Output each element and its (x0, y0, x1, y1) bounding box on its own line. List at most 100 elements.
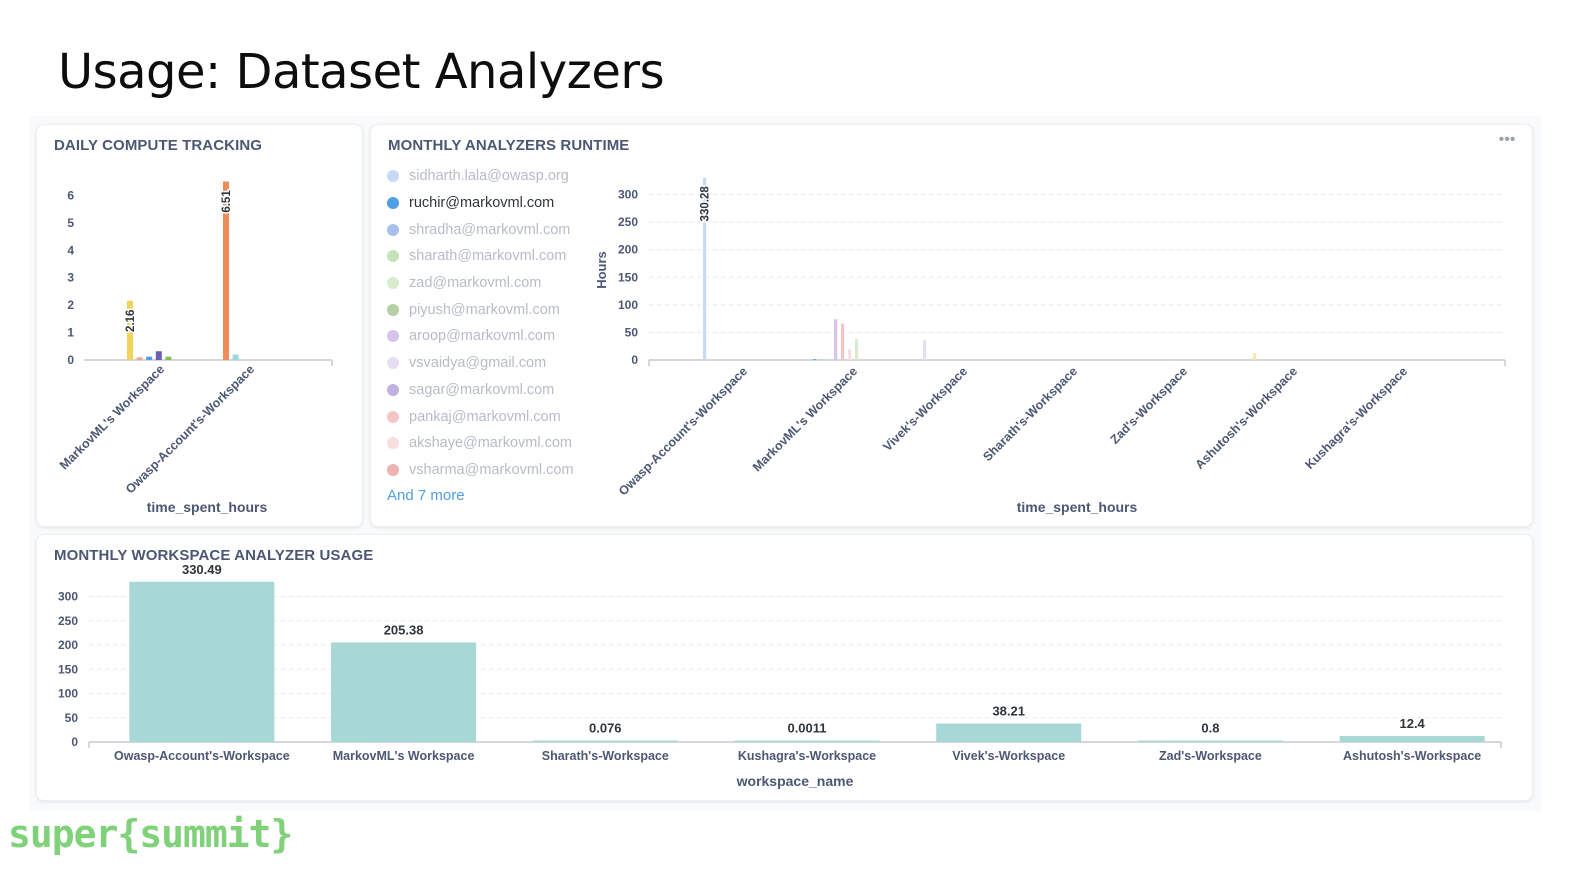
y-tick-label: 100 (58, 687, 78, 701)
x-tick-label: MarkovML's Workspace (57, 362, 167, 472)
y-tick-label: 200 (58, 638, 78, 652)
legend-item[interactable]: sidharth.lala@owasp.org (387, 163, 597, 190)
legend-item[interactable]: zad@markovml.com (387, 270, 597, 297)
legend-item[interactable]: piyush@markovml.com (387, 296, 597, 323)
bar (834, 319, 838, 360)
chart-legend: sidharth.lala@owasp.org ruchir@markovml.c… (387, 163, 597, 505)
legend-label: ruchir@markovml.com (409, 195, 555, 212)
x-tick-label: Ashutosh's-Workspace (1192, 364, 1300, 472)
monthly-runtime-card: MONTHLY ANALYZERS RUNTIME ••• sidharth.l… (370, 124, 1533, 527)
legend-label: sagar@markovml.com (409, 381, 555, 398)
y-tick-label: 0 (631, 353, 638, 367)
legend-item[interactable]: aroop@markovml.com (387, 323, 597, 350)
bar (223, 181, 229, 360)
bar (146, 356, 153, 360)
legend-item[interactable]: sagar@markovml.com (387, 377, 597, 404)
legend-dot-icon (387, 357, 399, 370)
bar (129, 581, 275, 742)
x-tick-label: Kushagra's-Workspace (1302, 364, 1410, 472)
value-label: 38.21 (992, 703, 1025, 718)
legend-item[interactable]: sharath@markovml.com (387, 243, 597, 270)
legend-dot-icon (387, 437, 399, 450)
y-tick-label: 1 (67, 326, 74, 340)
legend-dot-icon (387, 330, 399, 343)
legend-label: aroop@markovml.com (409, 328, 556, 345)
x-tick-label: Ashutosh's-Workspace (1343, 749, 1481, 763)
y-tick-label: 150 (618, 270, 638, 284)
bar (532, 740, 678, 742)
bar (703, 177, 707, 360)
legend-label: pankaj@markovml.com (409, 408, 561, 425)
y-tick-label: 250 (58, 614, 78, 628)
legend-item[interactable]: akshaye@markovml.com (387, 430, 597, 457)
legend-label: zad@markovml.com (409, 275, 542, 292)
y-tick-label: 0 (71, 735, 78, 749)
x-tick-label: Zad's-Workspace (1108, 364, 1191, 447)
bar (155, 351, 162, 360)
bar (848, 349, 852, 360)
bar (1339, 735, 1485, 742)
brand-logo: super{summit} (8, 812, 293, 856)
bar (820, 359, 824, 360)
bar (331, 642, 477, 742)
legend-dot-icon (387, 463, 399, 476)
workspace-usage-chart: 0 50 100 150 200 250 300 330.49 Owasp-Account's-… (58, 562, 1502, 789)
bar (841, 323, 845, 360)
legend-dot-icon (387, 223, 399, 236)
y-tick-label: 300 (618, 188, 638, 202)
legend-label: vsharma@markovml.com (409, 461, 574, 478)
y-axis-title: Hours (594, 251, 609, 289)
y-tick-label: 0 (67, 353, 74, 367)
data-label: 6.51 (221, 190, 233, 213)
x-tick-label: Owasp-Account's-Workspace (616, 364, 750, 498)
card-title: MONTHLY ANALYZERS RUNTIME (388, 137, 630, 154)
y-tick-label: 4 (67, 243, 74, 257)
value-label: 0.8 (1201, 721, 1219, 736)
workspace-usage-card: MONTHLY WORKSPACE ANALYZER USAGE 0 50 100 1… (36, 534, 1533, 801)
legend-dot-icon (387, 383, 399, 396)
bar (136, 357, 143, 360)
bar (734, 740, 880, 742)
ellipsis-icon[interactable]: ••• (1498, 131, 1516, 148)
daily-compute-card: DAILY COMPUTE TRACKING 0 1 2 3 4 5 6 MarkovML's… (36, 124, 363, 527)
y-tick-label: 250 (618, 215, 638, 229)
legend-label: sidharth.lala@owasp.org (409, 168, 569, 185)
value-label: 330.49 (182, 562, 222, 577)
y-tick-label: 200 (618, 243, 638, 257)
legend-dot-icon (387, 277, 399, 290)
legend-item[interactable]: pankaj@markovml.com (387, 403, 597, 430)
legend-more-link[interactable]: And 7 more (387, 487, 465, 505)
legend-item[interactable]: ruchir@markovml.com (387, 190, 597, 217)
y-tick-label: 150 (58, 662, 78, 676)
y-tick-label: 300 (58, 590, 78, 604)
legend-label: vsvaidya@gmail.com (409, 355, 547, 372)
y-tick-label: 5 (67, 216, 74, 230)
bar (1253, 353, 1257, 360)
bar (127, 300, 133, 360)
bar (232, 354, 239, 360)
x-tick-label: Zad's-Workspace (1159, 749, 1262, 763)
data-label: 330.28 (700, 186, 712, 222)
data-label: 2.16 (125, 310, 137, 332)
x-tick-label: MarkovML's Workspace (750, 364, 860, 474)
value-label: 0.076 (589, 721, 622, 736)
x-tick-label: Sharath's-Workspace (542, 749, 669, 763)
bar (855, 339, 859, 360)
value-label: 12.4 (1399, 716, 1425, 731)
y-tick-label: 2 (67, 298, 74, 312)
legend-label: akshaye@markovml.com (409, 435, 572, 452)
legend-item[interactable]: vsvaidya@gmail.com (387, 350, 597, 377)
card-title: DAILY COMPUTE TRACKING (54, 137, 263, 154)
legend-label: sharath@markovml.com (409, 248, 567, 265)
y-tick-label: 6 (67, 188, 74, 202)
legend-item[interactable]: vsharma@markovml.com (387, 457, 597, 484)
bar (936, 723, 1082, 742)
legend-dot-icon (387, 170, 399, 183)
x-axis-title: time_spent_hours (1017, 499, 1138, 515)
x-tick-label: Sharath's-Workspace (980, 364, 1080, 464)
legend-item[interactable]: shradha@markovml.com (387, 216, 597, 243)
x-axis-title: workspace_name (736, 773, 854, 789)
legend-dot-icon (387, 303, 399, 316)
slide-title: Usage: Dataset Analyzers (58, 44, 665, 100)
